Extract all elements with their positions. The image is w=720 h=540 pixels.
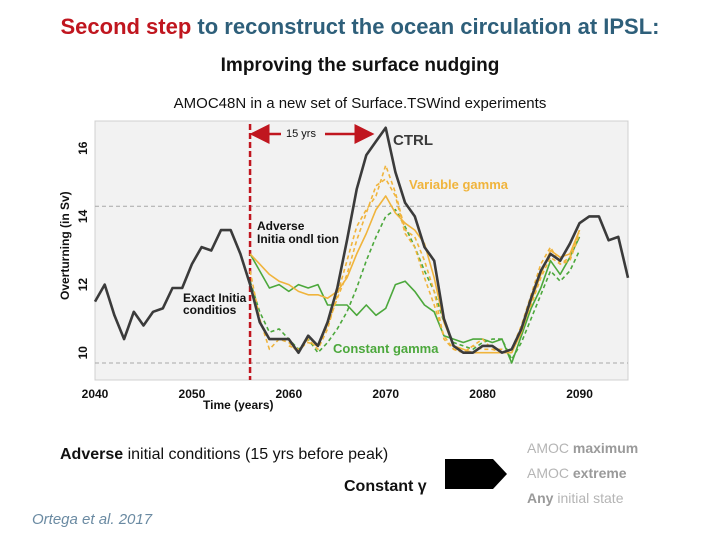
plot-area xyxy=(94,120,629,381)
series-constant-gamma-1 xyxy=(249,236,581,364)
y-tick-label: 16 xyxy=(76,141,90,155)
x-tick-label: 2090 xyxy=(566,387,593,401)
x-tick-label: 2050 xyxy=(179,387,206,401)
result-notes: AMOC maximum AMOC extreme Any initial st… xyxy=(527,440,638,515)
series-variable-gamma-3 xyxy=(288,178,581,354)
chart-title: AMOC48N in a new set of Surface.TSWind e… xyxy=(173,95,547,112)
adverse-conditions-text: Adverse initial conditions (15 yrs befor… xyxy=(60,446,388,464)
exact-label-2: conditios xyxy=(183,303,237,317)
note-any-state: Any initial state xyxy=(527,490,624,506)
y-tick-label: 14 xyxy=(76,209,90,223)
y-tick-label: 12 xyxy=(76,278,90,292)
slide-title: Second step to reconstruct the ocean cir… xyxy=(0,14,720,40)
citation: Ortega et al. 2017 xyxy=(32,511,153,528)
x-tick-label: 2080 xyxy=(469,387,496,401)
variable-gamma-label: Variable gamma xyxy=(409,177,509,192)
x-axis-label: Time (years) xyxy=(203,398,273,412)
adverse-label-1: Adverse xyxy=(257,219,305,233)
adverse-rest: initial conditions (15 yrs before peak) xyxy=(123,446,389,463)
y-axis-label: Overturning (in Sv) xyxy=(58,191,72,300)
note-maximum: AMOC maximum xyxy=(527,440,639,456)
x-tick-label: 2060 xyxy=(275,387,302,401)
title-highlight: Second step xyxy=(60,14,192,39)
constant-gamma-text: Constant γ xyxy=(344,478,427,495)
exact-label-1: Exact Initia xyxy=(183,291,247,305)
right-arrow-icon xyxy=(445,459,507,489)
ctrl-label: CTRL xyxy=(393,132,433,149)
slide-subtitle: Improving the surface nudging xyxy=(220,55,500,76)
gap-label: 15 yrs xyxy=(286,128,316,140)
y-tick-label: 10 xyxy=(76,346,90,360)
x-tick-label: 2040 xyxy=(82,387,109,401)
constant-gamma-label: Constant gamma xyxy=(333,341,439,356)
adverse-word: Adverse xyxy=(60,446,124,463)
series-ctrl xyxy=(93,126,630,355)
x-tick-label: 2070 xyxy=(372,387,399,401)
title-rest: to reconstruct the ocean circulation at … xyxy=(191,14,660,39)
adverse-label-2: Initia ondl tion xyxy=(257,232,339,246)
note-extreme: AMOC extreme xyxy=(527,465,627,481)
